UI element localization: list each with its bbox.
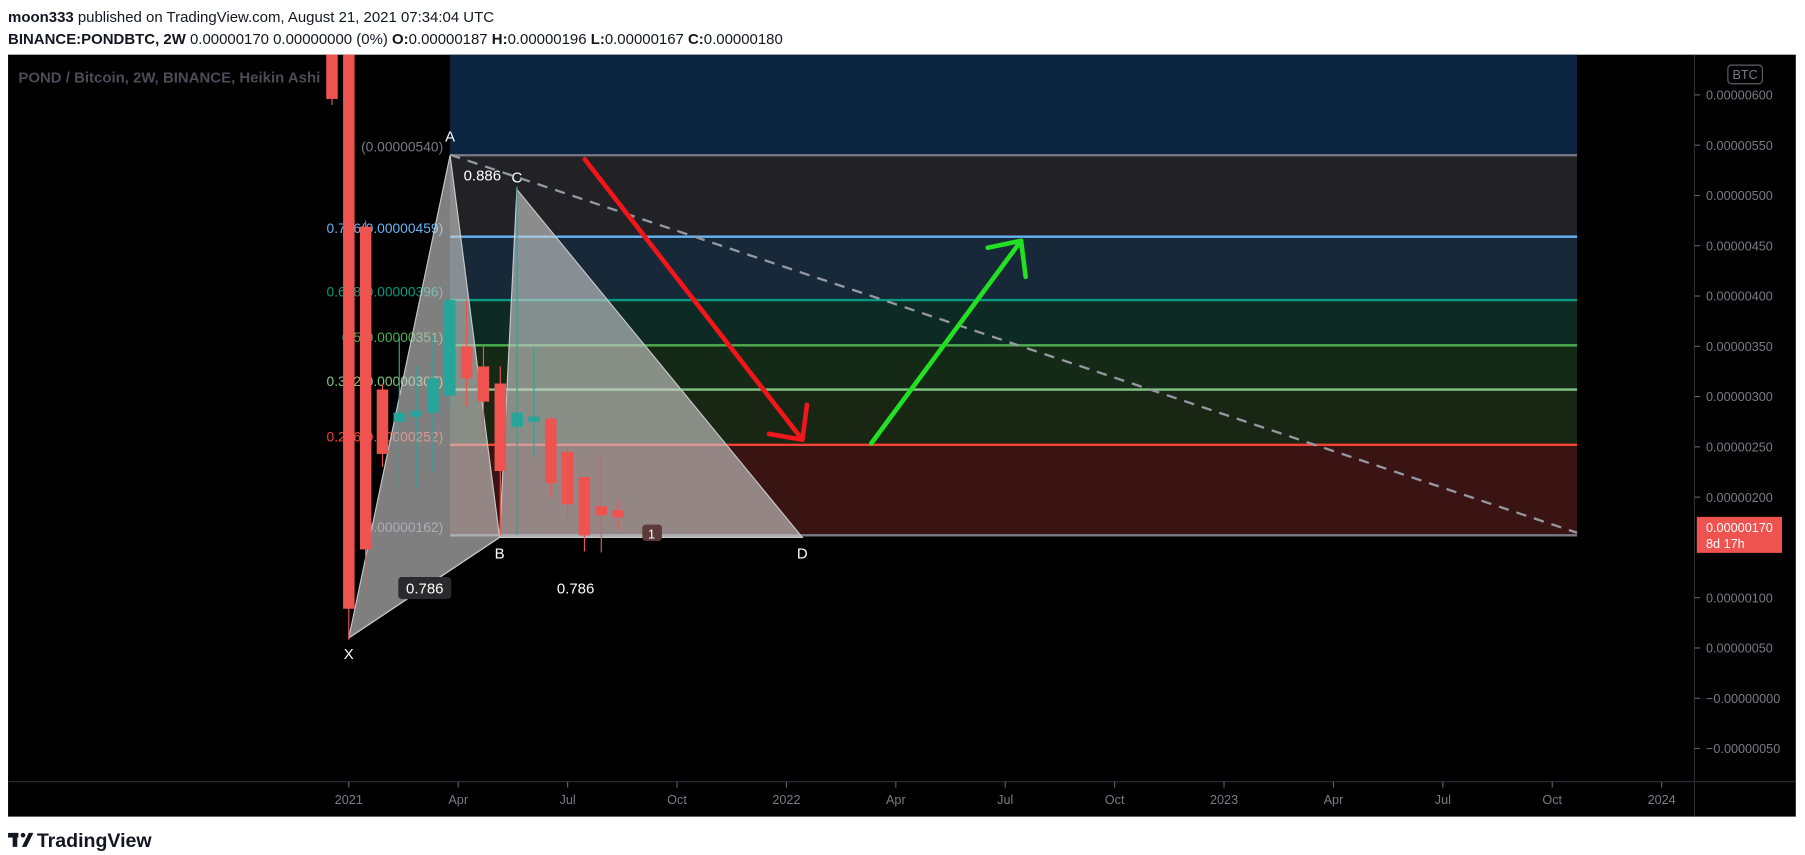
pattern-point-label: C [511, 169, 522, 186]
trend-line [449, 153, 1578, 534]
arrow-head [1018, 238, 1028, 280]
candle-body [477, 366, 490, 402]
fib-zone [450, 54, 1578, 156]
x-tick-label: 2023 [1210, 792, 1238, 807]
candle-body [444, 300, 456, 396]
arrow [582, 157, 805, 443]
ratio-label: 0.886 [464, 167, 501, 184]
candle-body [326, 54, 338, 99]
candle-body [393, 412, 406, 422]
ohlc-value: 0.00000180 [704, 31, 783, 48]
y-tick-label: 0.00000500 [1706, 188, 1773, 203]
y-tick-label: 0.00000250 [1706, 439, 1773, 454]
arrow [869, 238, 1024, 446]
price-tag [1696, 516, 1782, 553]
x-tick-label: Jul [1435, 792, 1451, 807]
candle-body [545, 418, 557, 484]
y-tick-label: −0.00000000 [1706, 691, 1780, 706]
plot: (0.00000540) 0.786(0.00000459) 0.618(0.000… [326, 54, 1578, 663]
candle-body [511, 412, 523, 427]
currency: BTC [1732, 67, 1757, 82]
candle-body [494, 383, 507, 471]
price-tag-label: 0.00000170 [1706, 520, 1773, 535]
ohlc-key: O: [392, 31, 409, 48]
currency-box [1727, 64, 1763, 85]
x-tick-label: Oct [1542, 792, 1562, 807]
ohlc-key: H: [492, 31, 508, 48]
x-tick-label: Apr [886, 792, 906, 807]
y-tick-label: 0.00000200 [1706, 490, 1773, 505]
ohlc-value: 0.00000167 [605, 31, 688, 48]
x-tick-label: Oct [667, 792, 687, 807]
pattern-point-label: A [445, 128, 455, 145]
candle-body [359, 226, 372, 550]
y-tick-label: 0.00000600 [1706, 87, 1773, 102]
arrow-head [985, 238, 1024, 251]
change: 0.00000170 0.00000000 (0%) [186, 31, 392, 48]
symbol-line: BINANCE:PONDBTC, 2W 0.00000170 0.0000000… [8, 31, 783, 48]
x-tick-label: Oct [1105, 792, 1125, 807]
ohlc-key: C: [688, 31, 704, 48]
price-tag-countdown: 8d 17h [1706, 536, 1745, 551]
brand: TradingView [37, 830, 153, 852]
x-tick-label: Apr [448, 792, 468, 807]
published: published on TradingView.com, August 21,… [74, 9, 494, 26]
fib-label: 0.618(0.00000396) [327, 283, 444, 299]
x-tick-label: 2021 [335, 792, 363, 807]
candle-body [343, 54, 355, 609]
y-tick-label: 0.00000300 [1706, 389, 1773, 404]
pattern-point-label: D [797, 545, 808, 562]
candle-body [578, 477, 591, 536]
y-tick-label: 0.00000050 [1706, 641, 1773, 656]
x-tick-label: Jul [997, 792, 1013, 807]
fib-label: 0.786(0.00000459) [327, 220, 444, 236]
symbol: BINANCE:PONDBTC, 2W [8, 31, 187, 48]
x-tick-label: 2022 [772, 792, 800, 807]
pattern-point-label: X [344, 646, 354, 663]
ratio-label: 0.786 [406, 580, 443, 597]
logo [8, 832, 34, 847]
candle-body [376, 389, 389, 454]
x-tick-label: 2024 [1648, 792, 1676, 807]
fib-label: (0.00000540) [361, 139, 443, 155]
arrow-head [800, 402, 810, 443]
candle-body [612, 510, 624, 518]
y-tick-label: 0.00000350 [1706, 339, 1773, 354]
author: moon333 [8, 9, 74, 26]
chart-title: POND / Bitcoin, 2W, BINANCE, Heikin Ashi [18, 70, 320, 87]
y-tick-label: 0.00000550 [1706, 138, 1773, 153]
candle-body [460, 346, 473, 379]
ohlc-value: 0.00000187 [409, 31, 492, 48]
marker-box [642, 524, 662, 541]
publish-line: moon333 published on TradingView.com, Au… [8, 9, 494, 26]
x-tick-label: Apr [1324, 792, 1344, 807]
x-tick-label: Jul [560, 792, 576, 807]
ratio-label: 0.786 [557, 580, 594, 597]
y-tick-label: 0.00000450 [1706, 238, 1773, 253]
y-tick-label: 0.00000400 [1706, 289, 1773, 304]
y-tick-label: 0.00000100 [1706, 590, 1773, 605]
marker-label: 1 [648, 527, 655, 542]
candle-body [427, 378, 439, 413]
fib-zone [450, 236, 1578, 301]
candle-body [410, 410, 422, 417]
candle-body [528, 416, 540, 422]
candle-body [595, 506, 608, 516]
pattern-point-label: B [495, 545, 505, 562]
candle-body [561, 451, 574, 505]
ohlc-value: 0.00000196 [508, 31, 591, 48]
y-tick-label: −0.00000050 [1706, 741, 1780, 756]
ratio-box [398, 576, 452, 600]
fib-zone [450, 155, 1578, 237]
ohlc-key: L: [591, 31, 605, 48]
arrow-head [766, 431, 805, 443]
